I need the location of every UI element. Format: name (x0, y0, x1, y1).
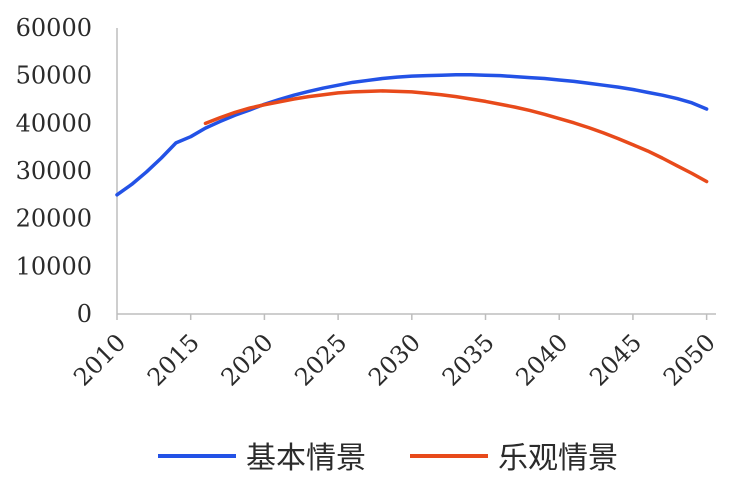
y-tick-label: 20000 (16, 205, 92, 233)
y-tick-label: 50000 (16, 62, 92, 90)
y-tick-label: 60000 (16, 14, 92, 42)
series-line-optimistic (203, 89, 709, 184)
x-tick-label: 2015 (142, 328, 205, 391)
x-tick-label: 2035 (437, 328, 500, 391)
x-tick-label: 2040 (510, 328, 573, 391)
y-axis-tick-labels: 0 10000 20000 30000 40000 50000 60000 (16, 14, 92, 328)
y-tick-label: 40000 (16, 109, 92, 137)
legend-label: 乐观情景 (498, 441, 618, 476)
x-tick-label: 2050 (658, 328, 721, 391)
x-tick-label: 2045 (584, 328, 647, 391)
series-layer (115, 72, 709, 197)
legend-item-baseline: 基本情景 (158, 441, 366, 476)
legend-label: 基本情景 (246, 441, 366, 476)
x-tick-label: 2020 (216, 328, 279, 391)
x-tick-label: 2010 (68, 328, 131, 391)
y-tick-label: 30000 (16, 157, 92, 185)
legend-item-optimistic: 乐观情景 (410, 441, 618, 476)
x-axis-tick-marks (116, 314, 708, 320)
x-tick-label: 2025 (289, 328, 352, 391)
x-tick-label: 2030 (363, 328, 426, 391)
y-tick-label: 0 (77, 300, 92, 328)
series-line-baseline (115, 72, 709, 197)
x-axis-tick-labels: 2010 2015 2020 2025 2030 2035 2040 2045 2050 (68, 328, 721, 391)
legend: 基本情景 乐观情景 (158, 441, 618, 476)
y-tick-label: 10000 (16, 252, 92, 280)
